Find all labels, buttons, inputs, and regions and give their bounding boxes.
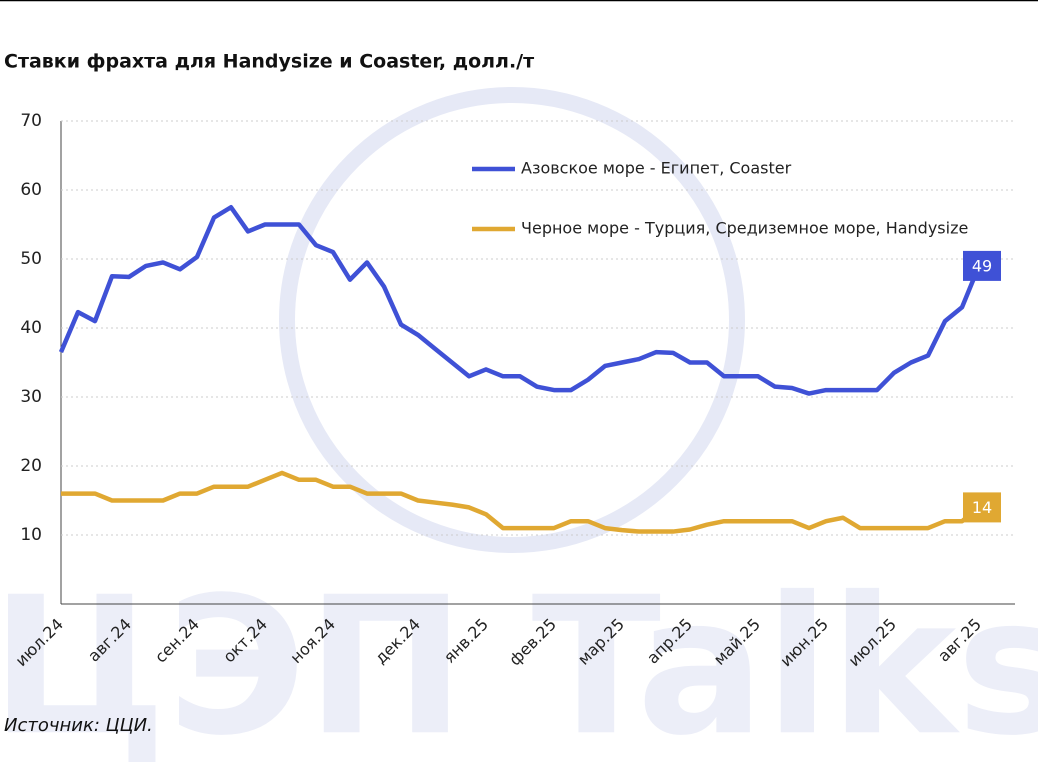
y-tick-label: 70 [20, 111, 42, 131]
series-line [61, 470, 981, 534]
y-tick-label: 50 [20, 249, 42, 269]
y-tick-label: 20 [20, 456, 42, 476]
legend-label: Черное море - Турция, Средиземное море, … [521, 219, 968, 238]
y-tick-label: 10 [20, 525, 42, 545]
value-label: 49 [972, 256, 992, 275]
series-line [58, 205, 982, 396]
y-tick-label: 40 [20, 318, 42, 338]
y-tick-label: 30 [20, 387, 42, 407]
source: Источник: ЦЦИ. [4, 715, 153, 736]
value-label: 14 [972, 498, 992, 517]
watermark-logo [279, 87, 745, 553]
y-tick-label: 60 [20, 180, 42, 200]
legend-label: Азовское море - Египет, Coaster [521, 159, 792, 178]
value-label-box [963, 492, 1001, 523]
chart-title: Ставки фрахта для Handysize и Coaster, д… [4, 51, 534, 73]
watermark: ЦЭП Talks [0, 556, 1038, 772]
value-label-box [963, 250, 1001, 281]
